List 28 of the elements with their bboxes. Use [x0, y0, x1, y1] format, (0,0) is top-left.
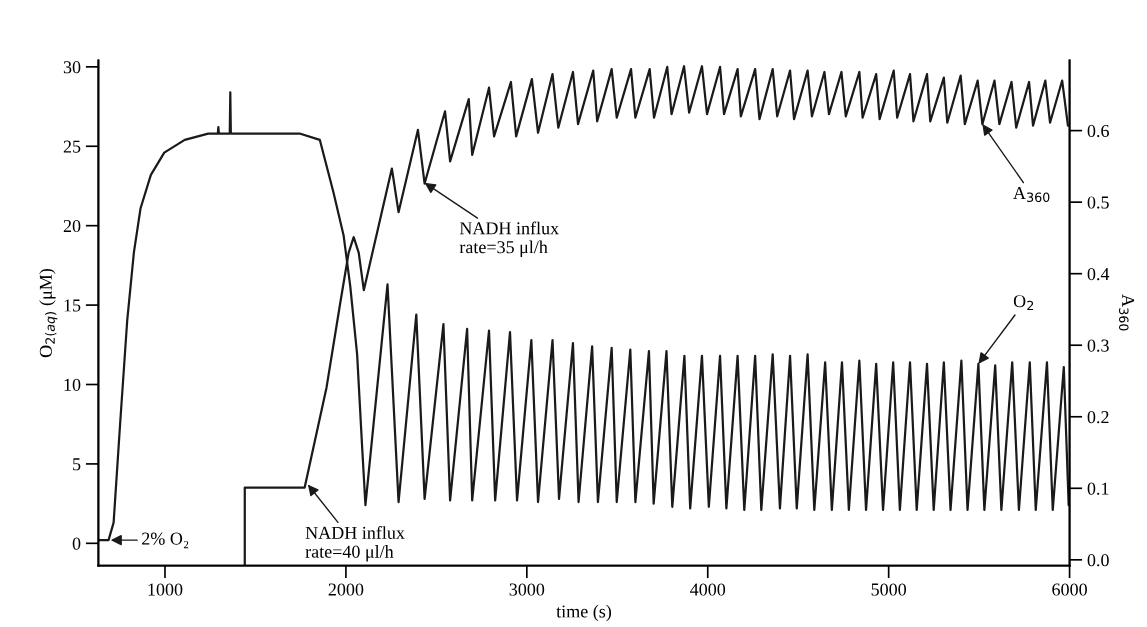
x-tick-label: 1000 — [148, 583, 183, 596]
annotation: O$_{2}$ — [1013, 295, 1034, 311]
annotation: A$_{360}$ — [1013, 186, 1050, 203]
y2-tick-label: 0.3 — [1087, 339, 1109, 352]
x-tick-label: 4000 — [690, 583, 726, 596]
y-tick-label: 15 — [64, 299, 81, 312]
annotation: 2% O₂ — [142, 532, 189, 549]
y2-tick-label: 0.5 — [1087, 196, 1109, 209]
x-tick-label: 3000 — [509, 583, 545, 596]
y-tick-label: 0 — [72, 537, 81, 550]
x-tick-label: 2000 — [328, 583, 364, 596]
y-tick-label: 5 — [73, 458, 81, 471]
y-tick-label: 30 — [63, 61, 81, 74]
annotation: NADH influx rate=40 μl/h — [305, 526, 405, 562]
x-tick-label: 6000 — [1052, 583, 1087, 596]
annotation: NADH influx rate=35 μl/h — [459, 221, 559, 257]
y2-tick-label: 0.6 — [1087, 124, 1109, 138]
y2-tick-label: 0.0 — [1087, 554, 1109, 567]
y-tick-label: 10 — [64, 378, 81, 391]
y-tick-label: 25 — [63, 140, 81, 153]
x-axis-title: time (s) — [556, 604, 612, 622]
x-tick-label: 5000 — [871, 583, 907, 596]
y-axis-title: O$_{2(aq)}$ (μM) — [39, 269, 58, 358]
y2-axis-title: A$_{360}$ — [1119, 294, 1135, 331]
y2-tick-label: 0.1 — [1087, 482, 1109, 495]
y2-tick-label: 0.4 — [1087, 267, 1110, 281]
y2-tick-label: 0.2 — [1087, 411, 1109, 424]
y-tick-label: 20 — [63, 219, 81, 233]
